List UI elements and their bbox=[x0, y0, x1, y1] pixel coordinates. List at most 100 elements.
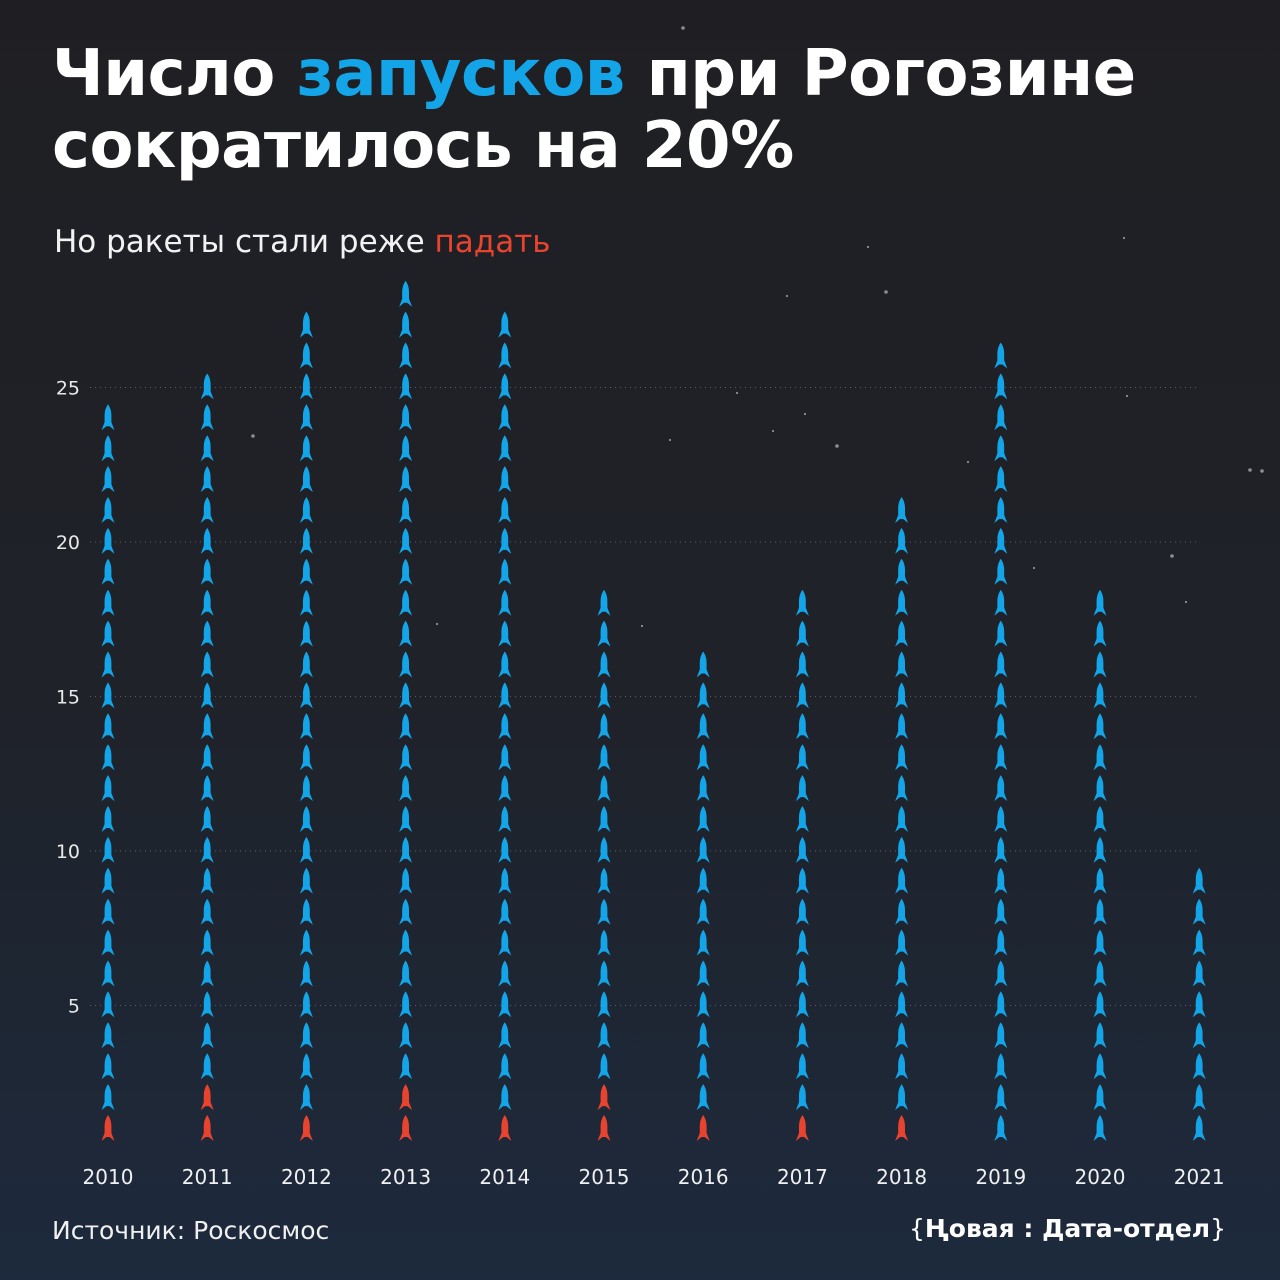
successful-launch-rocket bbox=[597, 682, 611, 709]
successful-launch-rocket bbox=[498, 898, 512, 925]
star bbox=[640, 624, 644, 628]
successful-launch-rocket bbox=[1192, 960, 1206, 987]
successful-launch-rocket bbox=[696, 991, 710, 1018]
successful-launch-rocket bbox=[200, 867, 214, 894]
successful-launch-rocket bbox=[299, 558, 313, 585]
failed-launch-rocket bbox=[399, 1115, 413, 1141]
successful-launch-rocket bbox=[498, 620, 512, 647]
successful-launch-rocket bbox=[399, 497, 413, 523]
x-tick-label: 2020 bbox=[1075, 1165, 1126, 1189]
successful-launch-rocket bbox=[994, 589, 1008, 616]
successful-launch-rocket bbox=[399, 744, 413, 771]
successful-launch-rocket bbox=[597, 620, 611, 647]
successful-launch-rocket bbox=[1192, 1084, 1206, 1111]
star-background bbox=[251, 26, 1264, 628]
column-2016 bbox=[696, 651, 710, 1141]
x-tick-label: 2015 bbox=[579, 1165, 630, 1189]
successful-launch-rocket bbox=[101, 744, 115, 771]
successful-launch-rocket bbox=[498, 558, 512, 585]
successful-launch-rocket bbox=[299, 713, 313, 740]
successful-launch-rocket bbox=[101, 929, 115, 956]
successful-launch-rocket bbox=[895, 682, 909, 709]
successful-launch-rocket bbox=[498, 404, 512, 431]
successful-launch-rocket bbox=[101, 960, 115, 987]
successful-launch-rocket bbox=[498, 651, 512, 678]
successful-launch-rocket bbox=[1093, 744, 1107, 771]
successful-launch-rocket bbox=[498, 342, 512, 369]
successful-launch-rocket bbox=[101, 497, 115, 523]
successful-launch-rocket bbox=[200, 991, 214, 1018]
successful-launch-rocket bbox=[101, 991, 115, 1018]
successful-launch-rocket bbox=[299, 435, 313, 462]
subtitle-part1: Но ракеты стали реже bbox=[54, 224, 435, 260]
successful-launch-rocket bbox=[399, 435, 413, 462]
successful-launch-rocket bbox=[696, 929, 710, 956]
successful-launch-rocket bbox=[994, 404, 1008, 431]
successful-launch-rocket bbox=[200, 404, 214, 431]
successful-launch-rocket bbox=[1192, 929, 1206, 956]
successful-launch-rocket bbox=[299, 1053, 313, 1080]
successful-launch-rocket bbox=[994, 527, 1008, 554]
successful-launch-rocket bbox=[895, 898, 909, 925]
successful-launch-rocket bbox=[200, 682, 214, 709]
successful-launch-rocket bbox=[498, 497, 512, 523]
successful-launch-rocket bbox=[994, 373, 1008, 400]
successful-launch-rocket bbox=[795, 836, 809, 863]
successful-launch-rocket bbox=[498, 466, 512, 493]
successful-launch-rocket bbox=[895, 620, 909, 647]
successful-launch-rocket bbox=[498, 991, 512, 1018]
successful-launch-rocket bbox=[1192, 1022, 1206, 1049]
successful-launch-rocket bbox=[994, 558, 1008, 585]
successful-launch-rocket bbox=[795, 651, 809, 678]
star bbox=[884, 290, 888, 294]
star bbox=[251, 434, 255, 438]
successful-launch-rocket bbox=[696, 960, 710, 987]
successful-launch-rocket bbox=[1093, 589, 1107, 616]
successful-launch-rocket bbox=[994, 713, 1008, 740]
successful-launch-rocket bbox=[200, 836, 214, 863]
successful-launch-rocket bbox=[498, 960, 512, 987]
successful-launch-rocket bbox=[795, 744, 809, 771]
successful-launch-rocket bbox=[1192, 867, 1206, 894]
successful-launch-rocket bbox=[200, 466, 214, 493]
successful-launch-rocket bbox=[696, 682, 710, 709]
successful-launch-rocket bbox=[200, 713, 214, 740]
successful-launch-rocket bbox=[101, 435, 115, 462]
successful-launch-rocket bbox=[299, 373, 313, 400]
successful-launch-rocket bbox=[399, 867, 413, 894]
chart-subtitle: Но ракеты стали реже падать bbox=[54, 222, 551, 262]
successful-launch-rocket bbox=[895, 867, 909, 894]
star bbox=[1125, 394, 1129, 398]
failed-launch-rocket bbox=[597, 1084, 611, 1111]
successful-launch-rocket bbox=[101, 651, 115, 678]
successful-launch-rocket bbox=[200, 620, 214, 647]
successful-launch-rocket bbox=[795, 713, 809, 740]
successful-launch-rocket bbox=[299, 527, 313, 554]
x-tick-label: 2019 bbox=[975, 1165, 1026, 1189]
successful-launch-rocket bbox=[101, 867, 115, 894]
successful-launch-rocket bbox=[1093, 806, 1107, 832]
successful-launch-rocket bbox=[1093, 991, 1107, 1018]
x-tick-label: 2018 bbox=[876, 1165, 927, 1189]
failed-launch-rocket bbox=[299, 1115, 313, 1141]
star bbox=[866, 245, 870, 249]
brand-brace-close: } bbox=[1210, 1214, 1226, 1243]
star bbox=[735, 391, 739, 395]
y-axis-ticks: 5 10 15 20 25 bbox=[56, 378, 80, 1018]
successful-launch-rocket bbox=[200, 960, 214, 987]
x-tick-label: 2014 bbox=[479, 1165, 530, 1189]
x-tick-label: 2017 bbox=[777, 1165, 828, 1189]
successful-launch-rocket bbox=[200, 775, 214, 802]
successful-launch-rocket bbox=[1093, 651, 1107, 678]
successful-launch-rocket bbox=[399, 960, 413, 987]
brand-brace-open: { bbox=[908, 1214, 925, 1243]
successful-launch-rocket bbox=[597, 1022, 611, 1049]
successful-launch-rocket bbox=[696, 744, 710, 771]
successful-launch-rocket bbox=[1093, 620, 1107, 647]
successful-launch-rocket bbox=[895, 1084, 909, 1111]
star bbox=[803, 412, 807, 416]
chart-title: Число запусков при Рогозине сократилось … bbox=[52, 38, 1232, 182]
successful-launch-rocket bbox=[101, 898, 115, 925]
column-2014 bbox=[498, 311, 512, 1141]
